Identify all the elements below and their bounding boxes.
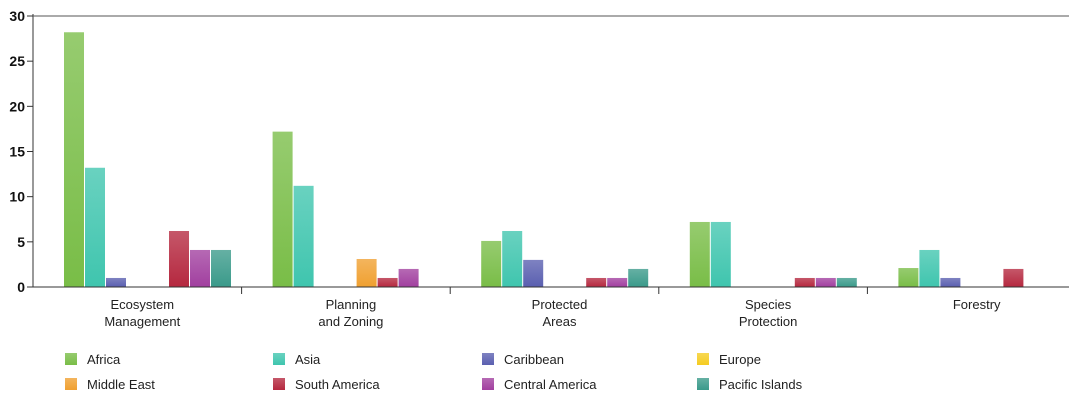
- legend-swatch-pacific-islands: [697, 378, 709, 390]
- x-category-label: Protection: [739, 314, 798, 329]
- bar-asia-1: [293, 185, 314, 287]
- bar-south-america-4: [1003, 268, 1024, 287]
- bar-caribbean-2: [523, 259, 544, 287]
- x-axis: Ecosystem Management Planning and Zoning Pro…: [33, 286, 1069, 329]
- legend-label-caribbean: Caribbean: [504, 352, 564, 367]
- bar-pacific-islands-3: [836, 277, 857, 287]
- legend-label-europe: Europe: [719, 352, 761, 367]
- x-category-label: Ecosystem: [111, 297, 175, 312]
- bar-africa-0: [64, 32, 84, 288]
- bar-asia-3: [710, 221, 731, 287]
- legend-label-south-america: South America: [295, 377, 380, 392]
- x-category-label: Areas: [543, 314, 577, 329]
- bar-asia-4: [919, 249, 940, 287]
- legend-label-middle-east: Middle East: [87, 377, 155, 392]
- legend-swatch-asia: [273, 353, 285, 365]
- legend: Africa Asia Caribbean Europe Middle East Sout…: [65, 352, 803, 392]
- bar-africa-4: [898, 268, 919, 287]
- bar-middle-east-1: [356, 258, 377, 287]
- bar-africa-2: [481, 240, 502, 287]
- bar-south-america-3: [794, 277, 815, 287]
- bar-south-america-0: [169, 230, 189, 287]
- legend-label-central-america: Central America: [504, 377, 597, 392]
- bars: [64, 32, 1024, 288]
- legend-swatch-caribbean: [482, 353, 494, 365]
- bar-africa-3: [689, 221, 710, 287]
- legend-swatch-south-america: [273, 378, 285, 390]
- x-category-label: Protected: [532, 297, 588, 312]
- x-category-label: and Zoning: [318, 314, 383, 329]
- legend-swatch-africa: [65, 353, 77, 365]
- bar-pacific-islands-0: [211, 249, 231, 287]
- bar-caribbean-4: [940, 277, 961, 287]
- y-tick-label: 30: [9, 8, 25, 24]
- y-tick-label: 20: [9, 98, 25, 114]
- legend-label-africa: Africa: [87, 352, 121, 367]
- bar-central-america-2: [607, 277, 628, 287]
- x-category-label: Planning: [326, 297, 377, 312]
- y-tick-label: 5: [17, 234, 25, 250]
- x-category-label: Species: [745, 297, 792, 312]
- legend-swatch-europe: [697, 353, 709, 365]
- bar-central-america-0: [190, 249, 210, 287]
- bar-central-america-3: [815, 277, 836, 287]
- x-category-label: Management: [104, 314, 180, 329]
- y-tick-label: 15: [9, 144, 25, 160]
- bar-pacific-islands-2: [628, 268, 649, 287]
- y-axis: 0 5 10 15 20 25 30: [9, 8, 1069, 295]
- legend-label-asia: Asia: [295, 352, 321, 367]
- y-tick-label: 25: [9, 53, 25, 69]
- bar-africa-1: [272, 131, 293, 287]
- bar-asia-2: [502, 230, 523, 287]
- y-tick-label: 10: [9, 189, 25, 205]
- legend-swatch-middle-east: [65, 378, 77, 390]
- bar-south-america-1: [377, 277, 398, 287]
- legend-swatch-central-america: [482, 378, 494, 390]
- bar-south-america-2: [586, 277, 607, 287]
- legend-label-pacific-islands: Pacific Islands: [719, 377, 803, 392]
- x-category-label: Forestry: [953, 297, 1001, 312]
- bar-asia-0: [85, 167, 105, 287]
- bar-caribbean-0: [106, 277, 126, 287]
- y-tick-label: 0: [17, 279, 25, 295]
- bar-central-america-1: [398, 268, 419, 287]
